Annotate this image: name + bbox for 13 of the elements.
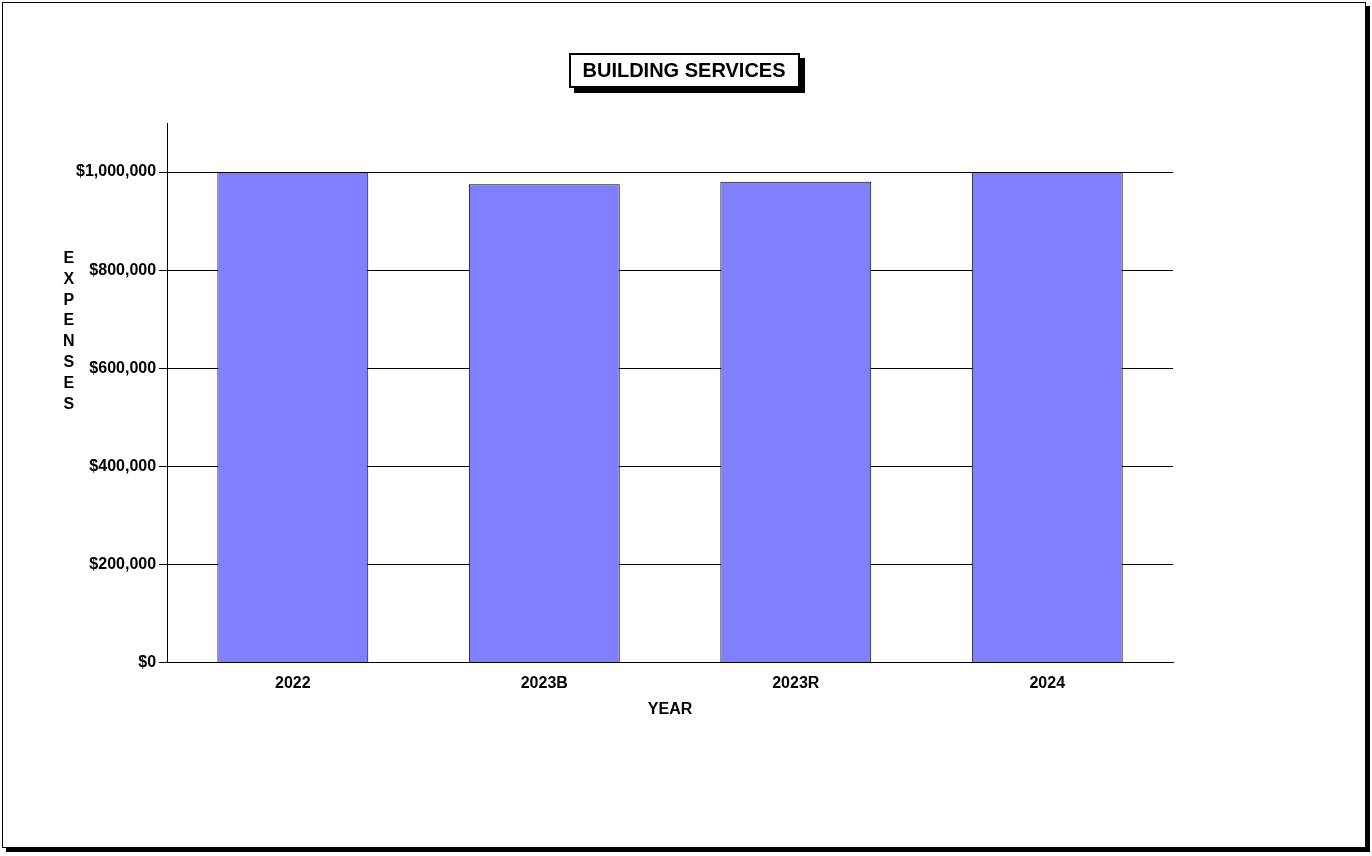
y-tick-label: $600,000 [89,358,157,376]
chart-title: BUILDING SERVICES [568,53,800,88]
y-tick-label: $800,000 [89,260,157,278]
x-tick-label: 2023R [772,673,820,691]
y-tick-label: $1,000,000 [76,162,157,180]
x-axis-title: YEAR [647,699,693,717]
x-tick-label: 2022 [275,673,311,691]
y-tick-label: $200,000 [89,554,157,572]
y-axis-title: EXPENSES [63,248,75,414]
y-tick-label: $400,000 [89,456,157,474]
x-tick-label: 2023B [520,673,568,691]
y-tick-label: $0 [138,653,157,671]
x-tick-label: 2024 [1029,673,1066,691]
